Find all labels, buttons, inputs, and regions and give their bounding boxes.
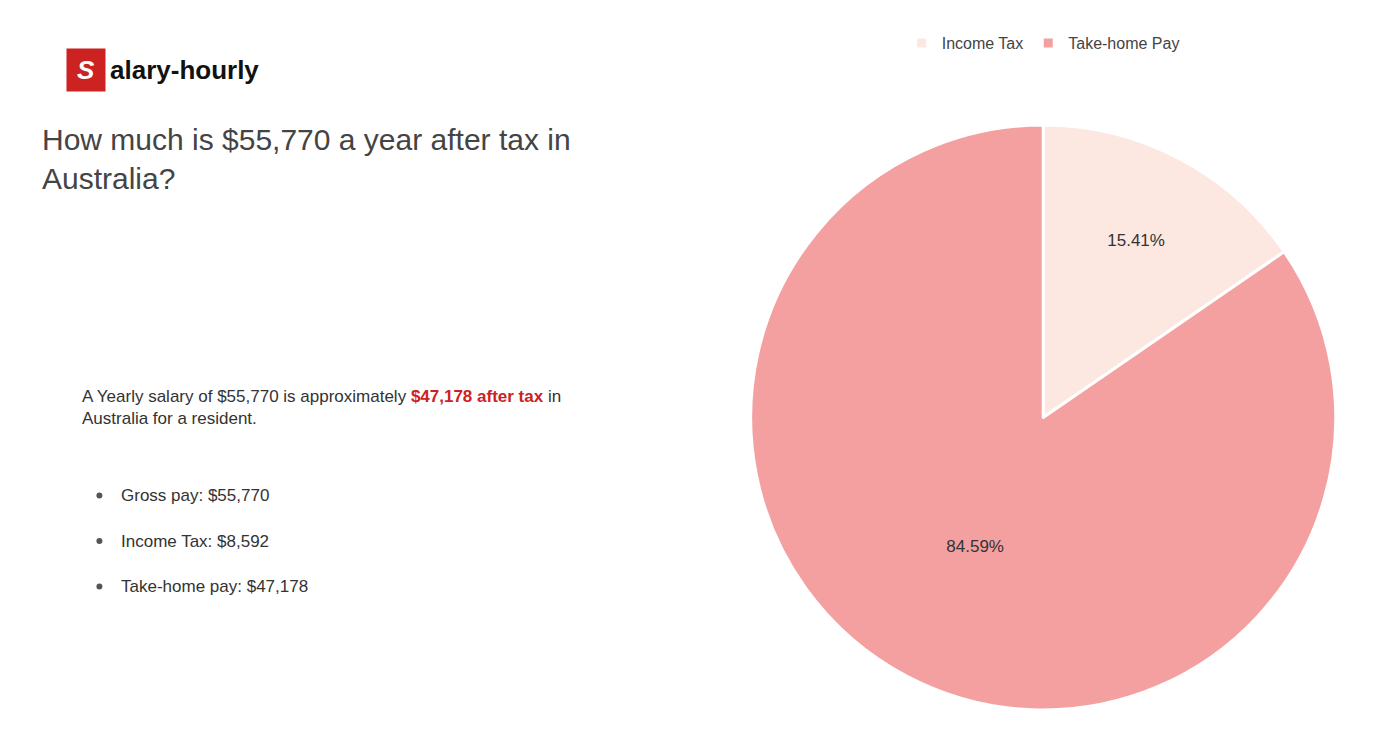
svg-text:Income Tax: $8,592: Income Tax: $8,592 [121,532,269,551]
svg-text:S: S [77,55,95,85]
svg-text:Income Tax: Income Tax [942,35,1024,52]
svg-text:Take-home Pay: Take-home Pay [1068,35,1179,52]
svg-text:15.41%: 15.41% [1107,231,1165,250]
svg-text:Take-home pay: $47,178: Take-home pay: $47,178 [121,577,308,596]
svg-text:How much is $55,770 a year aft: How much is $55,770 a year after tax inA… [42,123,571,195]
svg-text:A Yearly salary of $55,770 is: A Yearly salary of $55,770 is approximat… [82,387,561,428]
svg-text:alary-hourly: alary-hourly [110,55,259,85]
svg-text:Gross pay: $55,770: Gross pay: $55,770 [121,486,269,505]
svg-text:84.59%: 84.59% [946,537,1004,556]
